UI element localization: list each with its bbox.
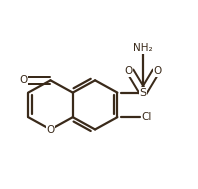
Text: O: O bbox=[154, 66, 162, 76]
Text: S: S bbox=[140, 88, 147, 98]
Text: Cl: Cl bbox=[142, 112, 152, 122]
Text: O: O bbox=[46, 125, 55, 135]
Text: O: O bbox=[19, 75, 27, 85]
Text: NH₂: NH₂ bbox=[133, 43, 153, 53]
Text: O: O bbox=[124, 66, 132, 76]
